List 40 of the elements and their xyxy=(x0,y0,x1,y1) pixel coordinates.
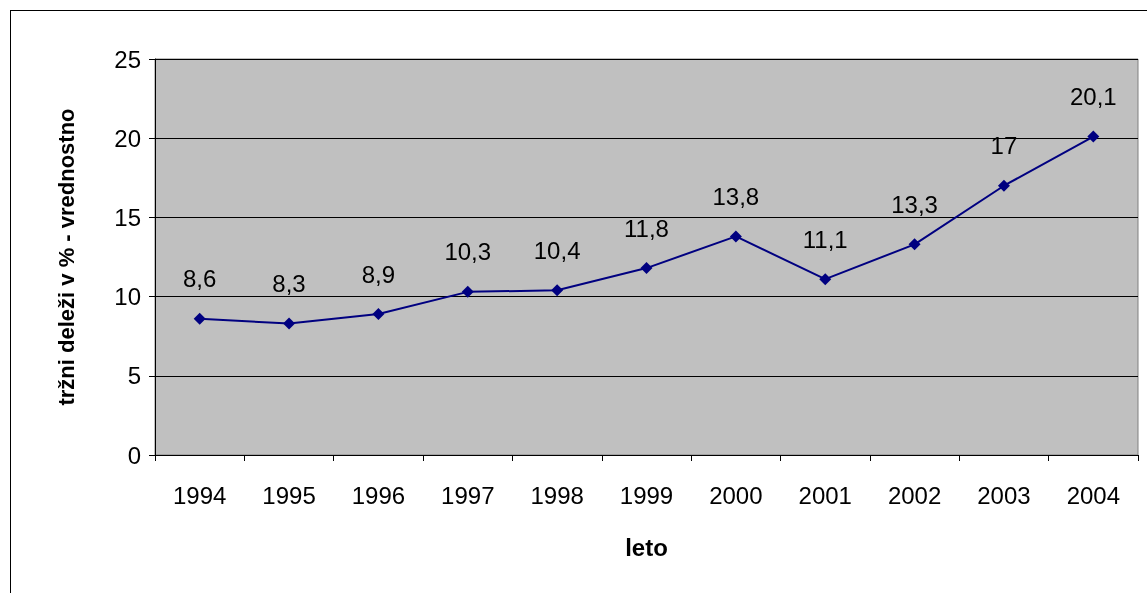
point xyxy=(819,273,832,286)
x-tick-label: 2000 xyxy=(709,481,763,509)
y-tick-label: 5 xyxy=(127,362,141,390)
x-tick-label: 2002 xyxy=(887,481,942,509)
y-tick-label: 0 xyxy=(127,441,141,469)
x-tick-label: 1998 xyxy=(530,481,584,509)
x-tick-label: 2004 xyxy=(1066,481,1121,509)
data-label: 10,4 xyxy=(533,236,581,264)
y-axis-title: tržni deleži v % - vrednostno xyxy=(53,108,79,406)
x-tick-label: 1994 xyxy=(172,481,227,509)
point xyxy=(729,230,742,243)
x-tick-label: 2003 xyxy=(977,481,1031,509)
x-tick-label: 1997 xyxy=(441,481,495,509)
y-tick-label: 10 xyxy=(114,283,141,311)
x-tick-label: 2001 xyxy=(798,481,852,509)
data-label: 13,8 xyxy=(712,182,760,210)
data-label: 20,1 xyxy=(1069,83,1117,111)
point xyxy=(1087,130,1100,143)
point xyxy=(908,238,921,251)
x-tick-label: 1995 xyxy=(262,481,316,509)
data-label: 8,9 xyxy=(361,260,396,288)
point xyxy=(461,285,474,298)
y-tick-label: 15 xyxy=(114,203,141,231)
data-label: 8,3 xyxy=(272,270,306,298)
x-axis-title: leto xyxy=(625,533,668,561)
x-tick-label: 1999 xyxy=(619,481,674,509)
data-label: 13,3 xyxy=(891,190,938,218)
point xyxy=(551,284,564,297)
data-label: 8,6 xyxy=(182,265,217,293)
data-label: 11,8 xyxy=(624,214,669,242)
point xyxy=(283,317,296,330)
point xyxy=(372,308,385,321)
point xyxy=(193,312,206,325)
x-tick-label: 1996 xyxy=(351,481,406,509)
point xyxy=(997,179,1010,192)
point xyxy=(640,262,653,275)
y-tick-label: 25 xyxy=(114,45,141,73)
data-label: 10,3 xyxy=(444,238,492,266)
y-tick-label: 20 xyxy=(114,124,141,152)
data-label: 11,1 xyxy=(802,225,848,253)
